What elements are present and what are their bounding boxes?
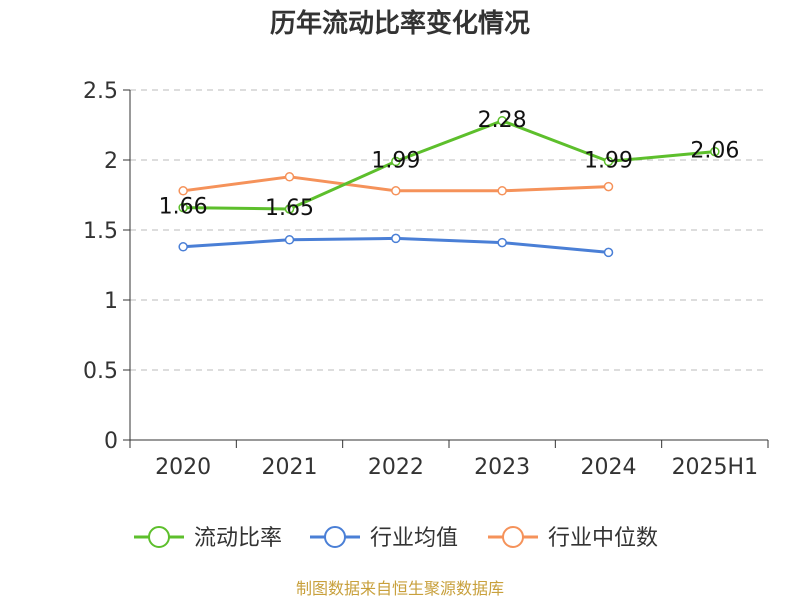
legend-label: 流动比率 — [194, 526, 282, 551]
x-tick-label: 2024 — [581, 455, 637, 480]
data-point[interactable] — [391, 233, 401, 244]
data-point[interactable] — [391, 156, 401, 167]
x-tick-label: 2023 — [474, 455, 530, 480]
legend-item-0[interactable]: 流动比率 — [134, 526, 282, 551]
legend-marker — [324, 526, 346, 548]
legend-marker — [148, 526, 170, 548]
y-tick-label: 2 — [104, 149, 118, 174]
axes: 0 0.5 1 1.5 2 2.5 2020 2021 2022 2023 2024 2025H1 — [83, 79, 769, 480]
x-tick-label: 2025H1 — [672, 455, 759, 480]
data-point[interactable] — [497, 186, 507, 196]
y-tick-label: 2.5 — [83, 79, 118, 104]
data-point[interactable] — [603, 247, 614, 258]
legend-label: 行业均值 — [370, 526, 458, 551]
source-note: 制图数据来自恒生聚源数据库 — [296, 579, 504, 598]
series-lines — [178, 116, 720, 258]
y-tick-label: 0.5 — [83, 359, 118, 384]
data-label: 1.65 — [265, 196, 314, 221]
y-tick-label: 1 — [104, 289, 118, 314]
data-point[interactable] — [497, 237, 507, 248]
legend-marker — [502, 526, 524, 548]
data-point[interactable] — [284, 235, 295, 245]
data-point[interactable] — [603, 156, 614, 167]
x-tick-label: 2020 — [155, 455, 211, 480]
legend-item-2[interactable]: 行业中位数 — [488, 526, 658, 551]
data-label: 2.28 — [478, 108, 527, 133]
data-label: 1.99 — [371, 148, 420, 173]
legend-item-1[interactable]: 行业均值 — [310, 526, 458, 551]
legend-label: 行业中位数 — [548, 526, 658, 551]
data-point[interactable] — [284, 172, 295, 182]
data-point[interactable] — [284, 204, 295, 214]
data-point[interactable] — [603, 181, 614, 192]
data-label: 2.06 — [690, 139, 739, 164]
data-labels: 1.66 1.65 1.99 2.28 1.99 2.06 — [159, 108, 740, 221]
x-tick-label: 2021 — [262, 455, 318, 480]
grid-lines — [130, 89, 768, 371]
data-point[interactable] — [178, 186, 188, 196]
legend[interactable]: 流动比率 行业均值 行业中位数 — [134, 526, 658, 551]
data-label: 1.66 — [159, 195, 208, 220]
series-line-0 — [181, 119, 717, 211]
data-point[interactable] — [178, 242, 188, 252]
x-tick-label: 2022 — [368, 455, 424, 480]
data-point[interactable] — [497, 116, 507, 126]
data-point[interactable] — [178, 202, 188, 213]
data-point[interactable] — [391, 186, 401, 196]
chart-title: 历年流动比率变化情况 — [270, 8, 530, 39]
y-tick-label: 1.5 — [83, 219, 118, 244]
data-label: 1.99 — [584, 148, 633, 173]
data-point[interactable] — [710, 146, 720, 157]
y-tick-label: 0 — [104, 429, 118, 454]
